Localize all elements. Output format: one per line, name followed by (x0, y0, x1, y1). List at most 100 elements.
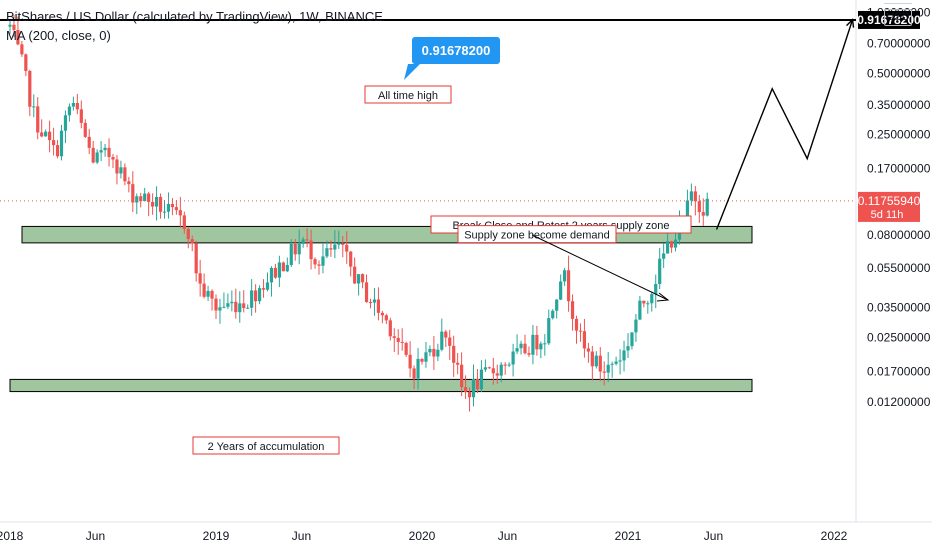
ath-callout-pointer (404, 64, 420, 80)
candle-body (646, 303, 650, 305)
candle-body (277, 262, 281, 278)
candle-body (602, 371, 606, 373)
zone-label: Supply zone become demand (464, 230, 610, 242)
candle-body (475, 379, 480, 390)
candle-body (689, 191, 693, 201)
candle-body (91, 147, 95, 163)
candle-body (368, 302, 373, 304)
candle-body (666, 241, 670, 254)
ath-price-marker-text: 0.91678200 (857, 13, 921, 27)
candle-body (20, 44, 24, 55)
candle-body (297, 243, 301, 255)
candle-body (293, 243, 297, 255)
candle-body (170, 203, 175, 208)
candle-body (372, 299, 377, 303)
candle-body (182, 215, 186, 229)
candle-body (582, 331, 587, 349)
y-tick-label: 0.50000000 (867, 66, 931, 80)
candle-body (341, 243, 345, 245)
candle-body (669, 241, 674, 248)
candle-body (658, 258, 662, 285)
candle-body (578, 330, 583, 332)
candle-body (210, 290, 214, 299)
candle-body (673, 239, 678, 248)
candle-body (321, 256, 325, 266)
candle-body (119, 167, 123, 174)
x-tick-label: 2022 (821, 529, 848, 543)
zone-label-box (457, 225, 617, 244)
candle-body (186, 228, 190, 240)
candle-body (559, 281, 563, 300)
candle-body (143, 193, 147, 202)
candle-body (71, 102, 75, 107)
x-tick-label: 2020 (409, 529, 436, 543)
candle-body (238, 303, 242, 313)
indicator-legend[interactable]: MA (200, close, 0) (6, 28, 111, 43)
ath-label-box (364, 85, 452, 104)
candle-body (456, 362, 460, 365)
candle-body (325, 248, 329, 257)
candle-body (111, 157, 115, 160)
candle-body (99, 150, 103, 153)
candle-body (634, 319, 638, 333)
candle-body (214, 298, 218, 311)
candle-body (83, 122, 87, 137)
ath-price-marker (858, 10, 920, 29)
candle-body (115, 159, 119, 174)
candle-body (59, 130, 64, 157)
candle-body (654, 284, 658, 295)
candle-body (364, 282, 369, 303)
candle-body (103, 147, 107, 151)
candle-body (392, 336, 396, 338)
retest-arrowhead (656, 292, 670, 302)
candle-body (563, 270, 567, 282)
candle-body (408, 354, 412, 369)
candle-body (32, 106, 36, 108)
candle-body (376, 299, 381, 313)
candle-body (440, 331, 444, 350)
candle-body (269, 267, 274, 283)
candle-body (400, 341, 404, 343)
candle-body (139, 196, 143, 202)
accumulation-label: 2 Years of accumulation (208, 441, 325, 453)
y-tick-label: 0.17000000 (867, 161, 931, 175)
candle-body (242, 303, 246, 309)
candle-body (261, 288, 266, 290)
candle-body (289, 243, 293, 266)
candle-body (166, 203, 171, 212)
candle-body (107, 147, 111, 158)
currency-button[interactable]: USD (884, 9, 912, 26)
candle-body (317, 264, 321, 266)
candle-body (12, 24, 16, 30)
candle-body (693, 191, 697, 202)
candle-body (551, 310, 555, 319)
candle-body (79, 109, 83, 123)
ath-label: All time high (378, 90, 438, 102)
candle-body (353, 266, 357, 284)
candle-body (460, 364, 464, 388)
candle-body (250, 290, 254, 308)
candle-body (51, 140, 56, 146)
candle-body (424, 352, 428, 362)
candle-body (685, 200, 690, 220)
candle-body (75, 102, 79, 110)
candle-body (416, 358, 420, 379)
candle-body (507, 364, 511, 366)
candle-body (281, 262, 285, 272)
candle-body (606, 364, 610, 373)
candle-body (428, 348, 432, 353)
candle-body (531, 334, 535, 355)
candle-body (523, 343, 527, 354)
candle-body (412, 368, 416, 379)
y-tick-label: 0.08000000 (867, 228, 931, 242)
x-tick-label: Jun (292, 529, 311, 543)
x-tick-label: Jun (86, 529, 105, 543)
candle-body (570, 301, 575, 319)
candle-body (329, 248, 333, 250)
last-price-marker (858, 191, 920, 222)
y-tick-label: 0.03500000 (867, 301, 931, 315)
candle-body (24, 54, 28, 71)
candle-body (471, 379, 476, 398)
